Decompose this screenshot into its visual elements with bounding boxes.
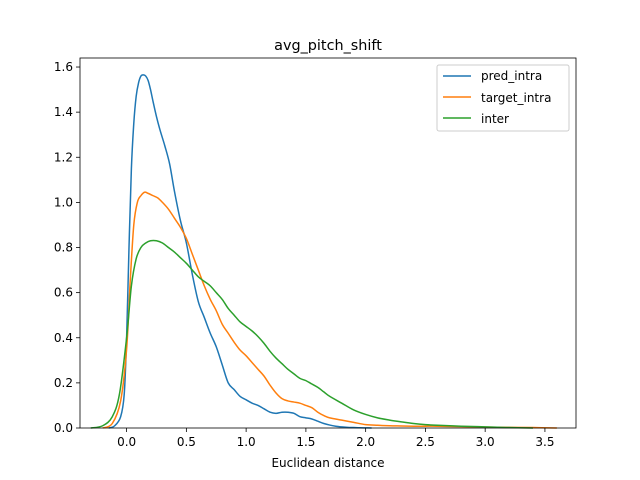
- series-line-inter: [90, 239, 533, 429]
- chart-title: avg_pitch_shift: [274, 38, 382, 54]
- x-tick-label: 0.0: [117, 435, 136, 449]
- y-tick-label: 1.6: [54, 60, 73, 74]
- series-line-pred-intra: [108, 74, 372, 429]
- legend: pred_intra target_intra inter: [436, 64, 570, 132]
- y-axis: 0.0 0.2 0.4 0.6 0.8 1.0 1.2 1.4 1.6: [54, 60, 80, 435]
- legend-label-target-intra: target_intra: [481, 91, 551, 105]
- x-tick-label: 2.5: [416, 435, 435, 449]
- x-tick-label: 1.5: [296, 435, 315, 449]
- y-tick-label: 1.4: [54, 105, 73, 119]
- series-line-target-intra: [102, 191, 557, 429]
- x-tick-label: 3.0: [476, 435, 495, 449]
- x-axis: 0.0 0.5 1.0 1.5 2.0 2.5 3.0 3.5: [117, 428, 554, 449]
- y-tick-label: 0.4: [54, 331, 73, 345]
- plot-area: [90, 74, 557, 429]
- axes-frame: [79, 57, 577, 429]
- x-axis-label: Euclidean distance: [271, 456, 384, 470]
- y-tick-label: 0.8: [54, 241, 73, 255]
- legend-label-inter: inter: [481, 112, 509, 126]
- legend-label-pred-intra: pred_intra: [481, 69, 542, 83]
- y-tick-label: 1.2: [54, 150, 73, 164]
- x-tick-label: 1.0: [237, 435, 256, 449]
- y-tick-label: 0.2: [54, 376, 73, 390]
- y-tick-label: 0.6: [54, 286, 73, 300]
- x-tick-label: 3.5: [535, 435, 554, 449]
- y-tick-label: 0.0: [54, 421, 73, 435]
- legend-box: [436, 64, 570, 132]
- x-tick-label: 0.5: [177, 435, 196, 449]
- x-tick-label: 2.0: [356, 435, 375, 449]
- y-tick-label: 1.0: [54, 195, 73, 209]
